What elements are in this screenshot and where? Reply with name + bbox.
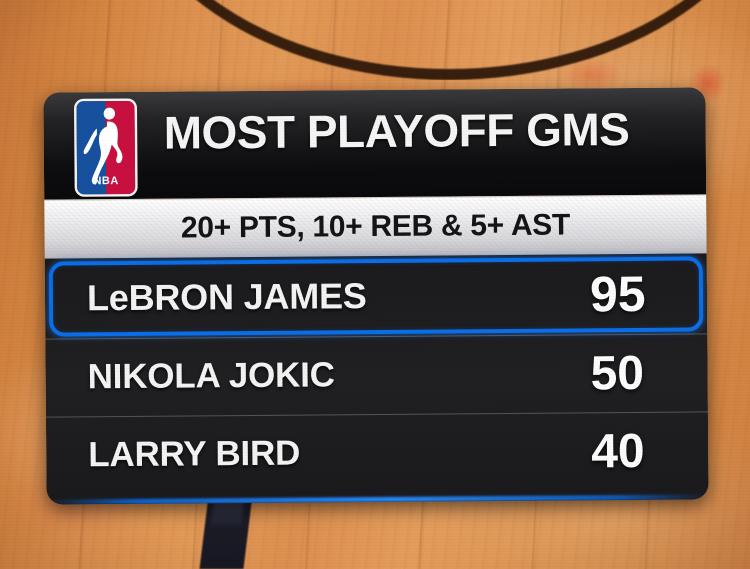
leaderboard-rows: LeBRON JAMES 95 NIKOLA JOKIC 50 LARRY BI… xyxy=(44,253,709,505)
nba-logo: NBA xyxy=(76,100,136,195)
stat-graphic-card: NBA MOST PLAYOFF GMS 20+ PTS, 10+ REB & … xyxy=(43,87,709,505)
leaderboard-row: LeBRON JAMES 95 xyxy=(45,253,708,338)
player-name: LARRY BIRD xyxy=(88,433,301,475)
player-name: NIKOLA JOKIC xyxy=(87,355,335,397)
nba-logo-badge: NBA xyxy=(76,100,136,195)
player-value: 50 xyxy=(590,346,645,400)
graphic-title: MOST PLAYOFF GMS xyxy=(163,103,630,159)
player-name: LeBRON JAMES xyxy=(86,275,367,319)
nba-player-silhouette-icon xyxy=(83,107,123,185)
criteria-band: 20+ PTS, 10+ REB & 5+ AST xyxy=(44,194,707,259)
leaderboard-row: LARRY BIRD 40 xyxy=(46,411,709,494)
card-header: NBA MOST PLAYOFF GMS xyxy=(43,87,707,200)
player-value: 95 xyxy=(589,265,646,323)
leaderboard-row: NIKOLA JOKIC 50 xyxy=(45,333,708,416)
player-value: 40 xyxy=(591,424,645,478)
nba-wordmark: NBA xyxy=(93,175,119,188)
criteria-text: 20+ PTS, 10+ REB & 5+ AST xyxy=(180,208,571,245)
